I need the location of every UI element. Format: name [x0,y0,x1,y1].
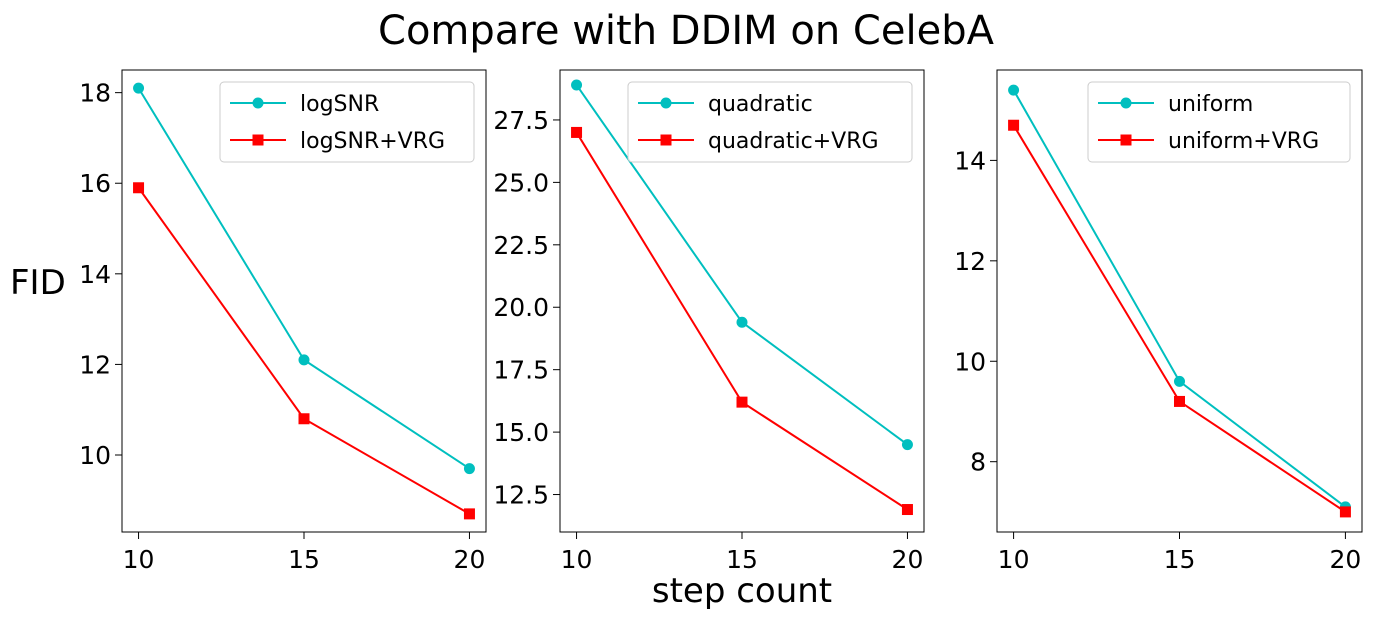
chart-panels: 10 15 20 10 12 14 16 18 logSNR logSNR+VRG 10 15 20 12… [79,69,1363,574]
x-tick-label: 10 [998,545,1030,574]
chart-panel-2: 10 15 20 12.5 15.0 17.5 20.0 22.5 25.0 27.5 quadra… [493,69,925,574]
chart-panel-3: 10 15 20 8 10 12 14 uniform uniform+VRG [954,69,1363,574]
x-tick-label: 20 [892,545,924,574]
legend-entry: logSNR+VRG [300,129,445,154]
x-tick-label: 10 [123,545,155,574]
x-tick-label: 15 [288,545,320,574]
y-tick-label: 10 [79,441,111,470]
y-tick-label: 27.5 [493,106,549,135]
y-tick-label: 18 [79,79,111,108]
legend-box [627,81,913,163]
y-tick-label: 12 [954,247,986,276]
x-tick-label: 15 [726,545,758,574]
y-tick-label: 14 [954,146,986,175]
data-point [736,396,748,408]
legend-swatch-marker [1120,97,1132,109]
legend-swatch-marker [252,97,264,109]
data-point [736,316,748,328]
y-tick-label: 25.0 [493,168,549,197]
data-point [1008,84,1020,96]
data-point [901,439,913,451]
legend-entry: quadratic [708,92,813,117]
legend-entry: quadratic+VRG [708,129,879,154]
x-tick-label: 20 [1330,545,1362,574]
data-point [298,413,310,425]
x-tick-label: 10 [561,545,593,574]
legend-entry: logSNR [300,92,379,117]
x-tick-label: 15 [1164,545,1196,574]
data-point [1174,395,1185,407]
data-point [571,126,583,138]
legend-swatch-marker [660,97,672,109]
y-tick-label: 15.0 [493,418,549,447]
data-point [901,504,913,516]
chart-panel-1: 10 15 20 10 12 14 16 18 logSNR logSNR+VRG [79,69,487,574]
y-axis-label: FID [10,263,66,303]
y-tick-label: 12.5 [493,481,549,510]
x-axis-label: step count [652,571,832,611]
legend-swatch-marker [1120,134,1132,146]
data-point [133,82,145,94]
data-point [463,463,475,475]
data-point [1008,119,1020,131]
legend-entry: uniform+VRG [1168,129,1319,154]
y-tick-label: 17.5 [493,356,549,385]
legend-swatch-marker [252,134,264,146]
y-tick-label: 16 [79,169,111,198]
data-point [298,354,310,366]
data-point [571,79,583,91]
data-point [133,182,145,194]
y-tick-label: 20.0 [493,293,549,322]
chart-title: Compare with DDIM on CelebA [378,8,995,54]
legend-swatch-marker [660,134,672,146]
y-tick-label: 22.5 [493,231,549,260]
y-tick-label: 8 [970,448,986,477]
data-point [1339,506,1351,518]
x-tick-label: 20 [454,545,486,574]
y-tick-label: 14 [79,260,111,289]
legend-entry: uniform [1168,92,1253,117]
data-point [463,508,475,520]
y-tick-label: 12 [79,350,111,379]
y-tick-label: 10 [954,347,986,376]
data-point [1174,375,1185,387]
